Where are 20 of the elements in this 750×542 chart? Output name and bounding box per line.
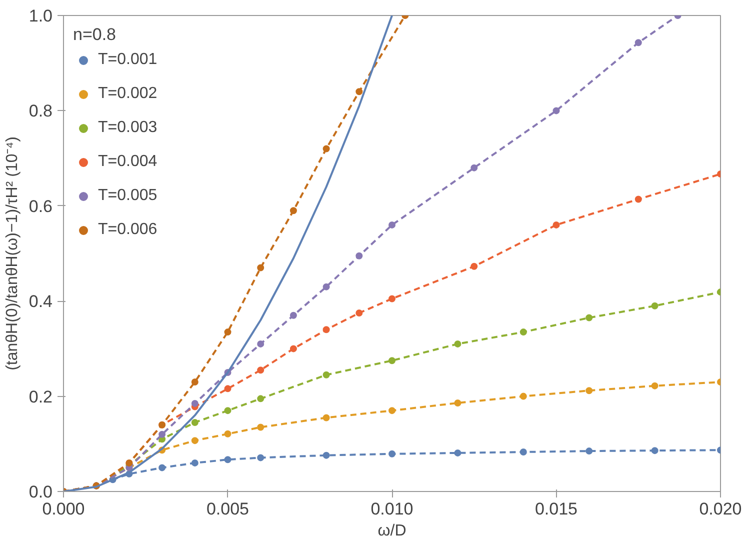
y-tick-label: 0.2: [28, 387, 53, 406]
y-tick-label: 0.6: [28, 196, 53, 216]
x-axis-title: ω/D: [378, 522, 406, 540]
legend-label: T=0.006: [98, 221, 158, 239]
x-tick-label: 0.005: [206, 500, 250, 518]
legend-label: T=0.005: [98, 187, 158, 205]
x-tick-label: 0.020: [699, 500, 742, 518]
x-tick-label: 0.015: [534, 500, 578, 518]
legend-label: T=0.002: [98, 85, 158, 103]
legend-label: T=0.003: [98, 119, 158, 137]
y-tick-label: 0.0: [28, 482, 53, 502]
legend-title: n=0.8: [73, 25, 118, 45]
legend-label: T=0.004: [98, 153, 158, 171]
y-tick-label: 1.0: [28, 6, 53, 26]
x-tick-label: 0.000: [42, 500, 85, 518]
legend-label: T=0.001: [98, 51, 158, 69]
y-tick-label: 0.8: [28, 102, 53, 121]
y-axis-title: (tanθH(0)/tanθH(ω)−1)/τH² (10⁻⁴): [4, 136, 21, 370]
x-tick-label: 0.010: [370, 500, 414, 518]
y-tick-label: 0.4: [28, 292, 53, 312]
